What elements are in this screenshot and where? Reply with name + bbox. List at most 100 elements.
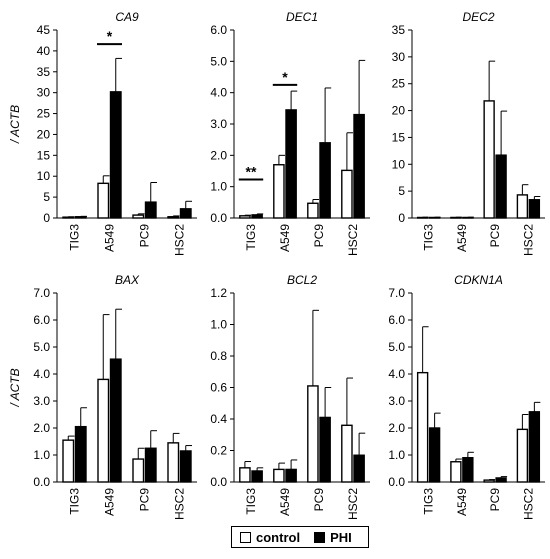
y-tick-label: 3.0 (388, 394, 405, 408)
x-tick-label: A549 (278, 224, 292, 252)
bar-PHI-PC9 (319, 142, 331, 219)
bar-control-TIG3 (416, 371, 429, 483)
bar-control-HSC2 (341, 169, 353, 219)
bar-control-PC9 (307, 385, 319, 483)
bar-PHI-HSC2 (353, 113, 365, 219)
legend: control PHI (231, 526, 369, 548)
y-tick-label: 20 (37, 127, 51, 141)
y-tick-label: 25 (392, 77, 406, 91)
y-tick-label: 25 (37, 107, 51, 121)
x-tick-label: HSC2 (521, 488, 535, 520)
x-tick-label: PC9 (312, 224, 326, 248)
y-tick-label: 15 (37, 148, 51, 162)
y-tick-label: 6.0 (388, 313, 405, 327)
y-tick-label: 5.0 (33, 340, 50, 354)
bar-control-PC9 (132, 458, 145, 483)
y-tick-label: 30 (37, 86, 51, 100)
y-tick-label: 1.0 (210, 180, 227, 194)
bar-control-HSC2 (516, 428, 529, 483)
y-tick-label: 0.6 (210, 381, 227, 395)
y-tick-label: 0.0 (33, 475, 50, 489)
y-tick-label: 20 (392, 104, 406, 118)
x-tick-label: HSC2 (173, 224, 187, 256)
bar-PHI-HSC2 (353, 454, 365, 483)
x-tick-label: HSC2 (173, 488, 187, 520)
bar-PHI-HSC2 (179, 450, 192, 483)
y-tick-label: 10 (37, 169, 51, 183)
x-tick-label: PC9 (488, 488, 502, 512)
bar-control-TIG3 (239, 215, 251, 219)
y-tick-label: 3.0 (210, 117, 227, 131)
bar-PHI-A549 (285, 109, 297, 219)
y-tick-label: 5.0 (388, 340, 405, 354)
legend-label-phi: PHI (330, 529, 352, 545)
x-tick-label: PC9 (138, 488, 152, 512)
x-tick-label: A549 (103, 224, 117, 252)
bar-control-A549 (273, 468, 285, 483)
bar-control-A549 (450, 461, 462, 483)
y-tick-label: 1.0 (210, 318, 227, 332)
panel-BCL2: BCL2 0.0 0.2 0.4 0.6 0.8 1.0 1.2 TIG3 A549 PC9 HSC2 (210, 273, 370, 520)
y-tick-label: 0.0 (210, 475, 227, 489)
y-tick-label: 0.2 (210, 444, 227, 458)
bar-PHI-TIG3 (251, 214, 263, 219)
y-tick-label: 5 (398, 184, 405, 198)
chart-title: BCL2 (287, 273, 317, 287)
y-tick-label: 0 (43, 211, 50, 225)
y-tick-label: 1.2 (210, 286, 227, 300)
bar-PHI-HSC2 (179, 208, 192, 219)
y-tick-label: 7.0 (33, 286, 50, 300)
x-tick-label: HSC2 (346, 224, 360, 256)
y-tick-label: 0.0 (210, 211, 227, 225)
bar-control-HSC2 (341, 424, 353, 483)
bar-control-HSC2 (167, 442, 180, 483)
bar-control-PC9 (132, 214, 145, 219)
y-tick-label: 4.0 (33, 367, 50, 381)
bar-control-A549 (97, 378, 110, 483)
bar-control-HSC2 (167, 216, 180, 219)
bar-control-A549 (273, 164, 285, 219)
significance-marker: ** (246, 163, 257, 179)
y-tick-label: 5.0 (210, 54, 227, 68)
x-tick-label: PC9 (488, 224, 502, 248)
legend-swatch-control (240, 531, 251, 543)
bar-control-HSC2 (516, 194, 529, 219)
y-tick-label: 4.0 (210, 86, 227, 100)
significance-marker: * (282, 69, 288, 85)
x-tick-label: PC9 (138, 224, 152, 248)
y-tick-label: 0.4 (210, 412, 227, 426)
bar-PHI-TIG3 (428, 427, 441, 483)
bar-control-TIG3 (239, 467, 251, 483)
bar-PHI-A549 (109, 91, 122, 219)
bar-PHI-PC9 (495, 477, 507, 483)
x-tick-label: TIG3 (422, 224, 436, 251)
y-tick-label: 1.0 (33, 448, 50, 462)
x-tick-label: TIG3 (68, 224, 82, 251)
bar-PHI-PC9 (495, 154, 507, 219)
y-tick-label: 4.0 (388, 367, 405, 381)
y-tick-label: 35 (392, 23, 406, 37)
bar-control-TIG3 (62, 216, 75, 219)
legend-label-control: control (256, 529, 301, 545)
panel-DEC2: DEC2 0 5 10 15 20 25 30 35 TIG3 A549 PC9 HSC2 (392, 10, 545, 256)
y-tick-label: 6.0 (33, 313, 50, 327)
x-tick-label: TIG3 (244, 224, 258, 251)
bar-PHI-TIG3 (74, 425, 87, 483)
y-tick-label: 15 (392, 130, 406, 144)
bar-PHI-TIG3 (251, 470, 263, 483)
panel-DEC1: DEC1 0.0 1.0 2.0 3.0 4.0 5.0 6.0 TIG3 A549 PC9 HSC2… (210, 10, 370, 256)
y-tick-label: 40 (37, 44, 51, 58)
x-tick-label: A549 (103, 488, 117, 516)
bar-control-A549 (97, 182, 110, 219)
x-tick-label: TIG3 (244, 488, 258, 515)
chart-title: DEC2 (462, 10, 494, 24)
x-tick-label: A549 (455, 224, 469, 252)
bar-control-PC9 (483, 100, 495, 219)
y-tick-label: 2.0 (210, 148, 227, 162)
y-tick-label: 30 (392, 50, 406, 64)
bar-control-TIG3 (62, 439, 75, 483)
chart-title: CDKN1A (454, 273, 503, 287)
x-tick-label: TIG3 (422, 488, 436, 515)
chart-title: CA9 (115, 10, 139, 24)
